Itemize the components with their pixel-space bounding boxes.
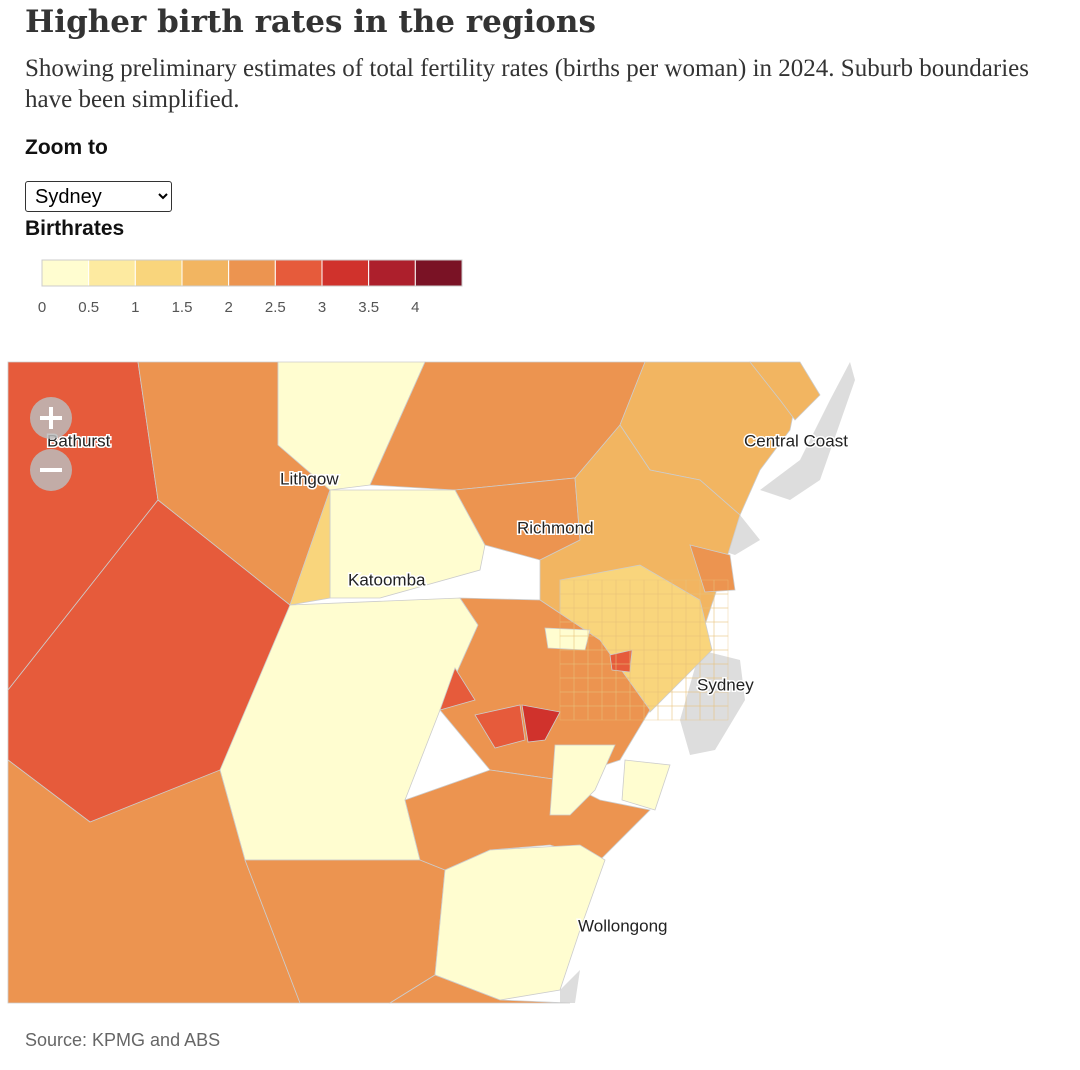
legend-swatch	[181, 259, 230, 287]
suburb-outline	[713, 705, 729, 721]
legend-swatch	[368, 259, 416, 287]
place-label: Wollongong	[578, 916, 667, 935]
legend-swatch	[88, 259, 136, 287]
legend-swatch	[41, 259, 90, 287]
region	[289, 489, 331, 606]
suburb-outline	[713, 635, 729, 651]
zoom-select[interactable]: Sydney	[25, 181, 172, 212]
region	[521, 704, 561, 743]
legend-swatch	[228, 259, 276, 287]
legend-tick-label: 1.5	[172, 299, 193, 316]
place-label: Richmond	[517, 518, 594, 537]
legend-tick-label: 1	[131, 299, 139, 316]
source: Source: KPMG and ABS	[25, 1030, 221, 1050]
suburb-outline	[713, 621, 729, 637]
region	[749, 361, 821, 421]
suburb-outline	[657, 705, 673, 721]
place-label: Lithgow	[280, 469, 339, 488]
place-label: Katoomba	[348, 570, 426, 589]
region	[439, 667, 476, 711]
region	[388, 974, 571, 1004]
place-label: Sydney	[697, 675, 754, 694]
legend-tick-label: 3	[318, 299, 326, 316]
suburb-outline	[713, 593, 729, 609]
place-label: Central Coast	[744, 431, 848, 450]
region	[621, 759, 671, 811]
legend-tick-label: 2.5	[265, 299, 286, 316]
zoom-label: Zoom to	[25, 136, 108, 159]
legend-swatch	[414, 259, 463, 287]
suburb-outline	[713, 607, 729, 623]
legend-title: Birthrates	[25, 217, 125, 240]
legend-swatch	[274, 259, 323, 287]
suburb-outline	[671, 691, 687, 707]
legend-swatch	[321, 259, 370, 287]
legend-tick-label: 4	[411, 299, 419, 316]
legend-frame	[41, 259, 463, 287]
subtitle: Showing preliminary estimates of total f…	[25, 55, 1029, 113]
legend-tick-label: 2	[224, 299, 232, 316]
region	[549, 744, 616, 816]
title: Higher birth rates in the regions	[25, 4, 596, 40]
region	[277, 361, 426, 491]
zoom-controls	[30, 397, 72, 491]
legend-swatch	[134, 259, 183, 287]
legend-tick-label: 0	[38, 299, 46, 316]
region	[474, 704, 526, 749]
legend-tick-label: 3.5	[358, 299, 379, 316]
region	[544, 627, 591, 651]
legend-tick-label: 0.5	[78, 299, 99, 316]
